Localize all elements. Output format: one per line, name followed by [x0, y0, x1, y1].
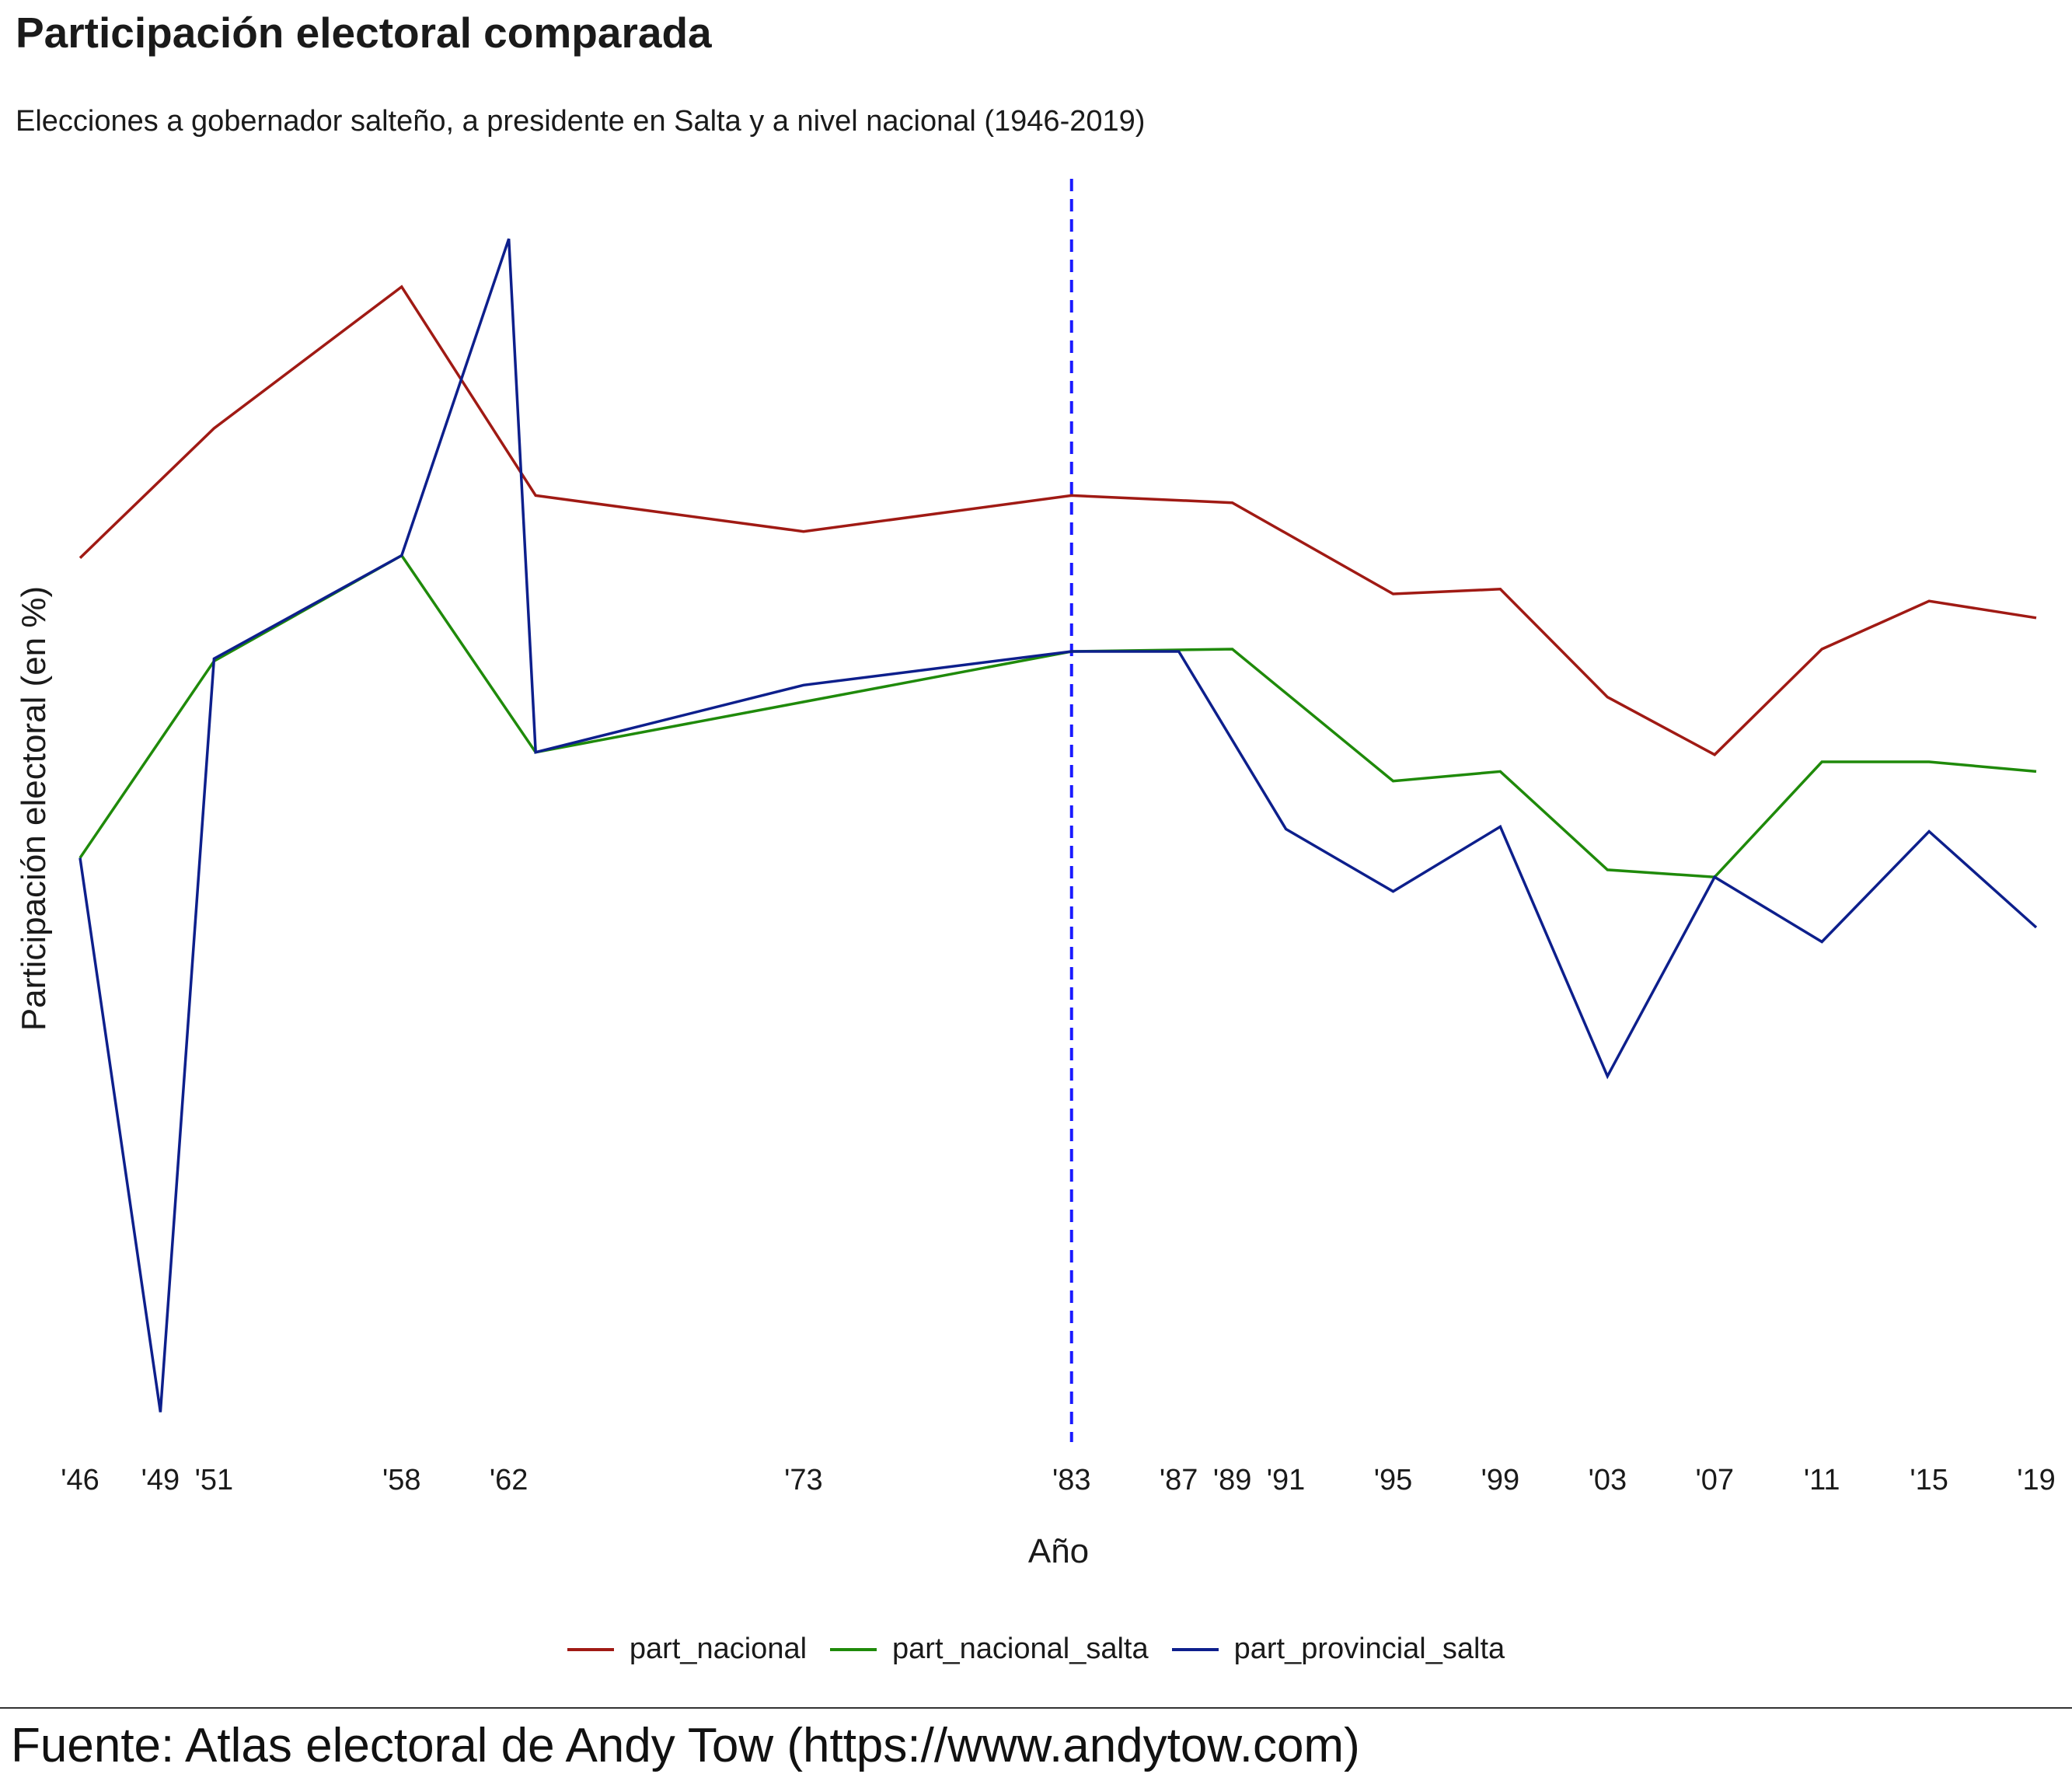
legend-label: part_nacional — [629, 1633, 808, 1665]
x-tick-label: '73 — [784, 1464, 823, 1496]
x-axis-title: Año — [1028, 1532, 1089, 1570]
y-axis-title: Participación electoral (en %) — [15, 586, 53, 1031]
legend-swatch — [567, 1647, 614, 1651]
legend-label: part_provincial_salta — [1233, 1633, 1505, 1665]
series-line-part-provincial-salta — [78, 238, 2038, 1413]
legend-label: part_nacional_salta — [892, 1633, 1149, 1665]
legend-item: part_provincial_salta — [1171, 1633, 1505, 1666]
x-tick-label: '83 — [1052, 1464, 1091, 1496]
series-line-part-nacional-salta — [78, 554, 2037, 879]
x-tick-label: '46 — [61, 1464, 99, 1496]
legend-item: part_nacional — [567, 1633, 807, 1666]
chart-subtitle: Elecciones a gobernador salteño, a presi… — [16, 105, 1146, 138]
x-tick-label: '07 — [1695, 1464, 1734, 1496]
chart-title: Participación electoral comparada — [16, 9, 712, 57]
x-tick-label: '03 — [1589, 1464, 1627, 1496]
x-tick-label: '51 — [195, 1464, 234, 1496]
line-chart: '46 '49 '51 '58 '62 '73 '83 '87 '89 '91 '95 '99 '03 '… — [15, 179, 2056, 1570]
x-tick-label: '11 — [1804, 1464, 1840, 1496]
legend-item: part_nacional_salta — [830, 1633, 1149, 1666]
legend-swatch — [830, 1647, 877, 1651]
x-tick-label: '95 — [1374, 1464, 1413, 1496]
footer-divider — [0, 1707, 2072, 1709]
x-tick-label: '99 — [1481, 1464, 1520, 1496]
x-tick-label: '49 — [141, 1464, 180, 1496]
x-tick-label: '87 — [1160, 1464, 1198, 1496]
x-tick-label: '62 — [490, 1464, 528, 1496]
legend-swatch — [1171, 1647, 1219, 1651]
source-note: Fuente: Atlas electoral de Andy Tow (htt… — [11, 1719, 1360, 1772]
x-tick-label: '58 — [382, 1464, 421, 1496]
x-tick-label: '19 — [2017, 1464, 2056, 1496]
legend: part_nacional part_nacional_salta part_pro… — [0, 1633, 2072, 1666]
x-tick-label: '89 — [1213, 1464, 1252, 1496]
x-tick-label: '15 — [1910, 1464, 1948, 1496]
series-layer — [78, 238, 2038, 1413]
x-tick-label: '91 — [1267, 1464, 1306, 1496]
x-axis-ticks: '46 '49 '51 '58 '62 '73 '83 '87 '89 '91 '95 '99 '03 '… — [61, 1464, 2056, 1496]
series-line-part-nacional — [78, 285, 2037, 756]
